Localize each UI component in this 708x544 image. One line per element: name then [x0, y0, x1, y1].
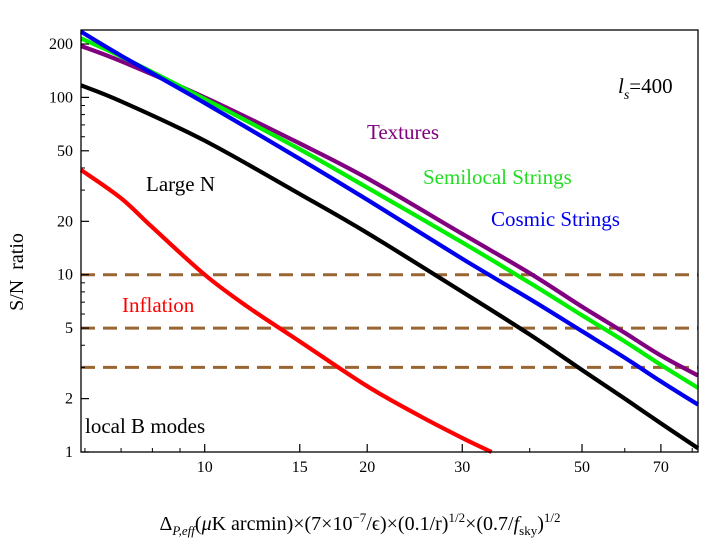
series-line-semilocal-strings — [80, 36, 700, 390]
x-tick-label-10: 10 — [197, 459, 213, 476]
series-line-inflation — [79, 168, 493, 454]
label-local-b-modes: local B modes — [85, 414, 205, 438]
label-textures: Textures — [367, 120, 439, 144]
label-cosmic-strings: Cosmic Strings — [491, 207, 620, 231]
x-tick-label-50: 50 — [574, 459, 590, 476]
plot-frame — [80, 29, 699, 453]
x-tick-label-20: 20 — [359, 459, 375, 476]
x-tick-label-15: 15 — [292, 459, 308, 476]
x-axis-ticks: 10 15 20 30 50 70 — [84, 444, 693, 476]
series-line-large-n — [80, 83, 700, 450]
y-tick-label-10: 10 — [57, 267, 73, 284]
x-axis-title: ΔP,eff(μK arcmin)×(7×10−7/ϵ)×(0.1/r)1/2×… — [160, 510, 561, 538]
annotation-ls: ls=400 — [618, 74, 673, 103]
x-tick-label-30: 30 — [454, 459, 470, 476]
y-tick-label-50: 50 — [57, 143, 73, 160]
label-inflation: Inflation — [122, 293, 195, 317]
y-tick-label-200: 200 — [49, 36, 73, 53]
y-tick-label-100: 100 — [49, 89, 73, 106]
y-axis-ticks: 1 2 5 10 20 50 100 200 — [49, 36, 89, 461]
data-series — [79, 29, 700, 454]
series-line-cosmic-strings — [79, 29, 700, 407]
reference-lines — [81, 273, 698, 369]
label-semilocal-strings: Semilocal Strings — [423, 165, 572, 189]
y-tick-label-2: 2 — [65, 391, 73, 408]
y-tick-label-1: 1 — [65, 444, 73, 461]
label-large-n: Large N — [146, 172, 215, 196]
y-tick-label-5: 5 — [65, 320, 73, 337]
y-axis-title: S/N ratio — [6, 233, 28, 311]
x-tick-label-70: 70 — [653, 459, 669, 476]
y-tick-label-20: 20 — [57, 213, 73, 230]
